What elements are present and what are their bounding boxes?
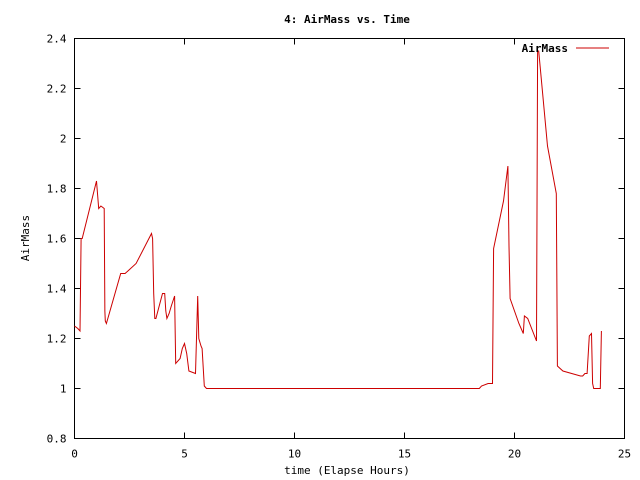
- x-tick-label: 5: [181, 448, 188, 461]
- legend-label: AirMass: [522, 42, 568, 55]
- x-tick-label: 10: [288, 448, 301, 461]
- y-tick-label: 1: [60, 383, 67, 396]
- y-tick-label: 0.8: [47, 433, 67, 446]
- y-axis: 0.8 1 1.2 1.4 1.6 1.8 2 2.2 2.4: [47, 33, 625, 446]
- x-tick-label: 25: [618, 448, 631, 461]
- plot-frame: [74, 38, 625, 439]
- y-tick-label: 1.8: [47, 183, 67, 196]
- x-axis: 0 5 10 15 20 25: [71, 38, 631, 461]
- y-tick-label: 2: [60, 133, 67, 146]
- y-tick-label: 2.2: [47, 83, 67, 96]
- chart-title: 4: AirMass vs. Time: [284, 13, 410, 26]
- x-axis-label: time (Elapse Hours): [284, 464, 410, 477]
- x-tick-label: 15: [398, 448, 411, 461]
- y-axis-label: AirMass: [19, 215, 32, 261]
- series-layer: [74, 50, 602, 389]
- legend: AirMass: [522, 42, 609, 55]
- series-line-airmass: [74, 50, 602, 389]
- x-tick-label: 0: [71, 448, 78, 461]
- y-tick-label: 1.4: [47, 283, 67, 296]
- y-tick-label: 2.4: [47, 33, 67, 46]
- y-tick-label: 1.2: [47, 333, 67, 346]
- y-tick-label: 1.6: [47, 233, 67, 246]
- x-tick-label: 20: [508, 448, 521, 461]
